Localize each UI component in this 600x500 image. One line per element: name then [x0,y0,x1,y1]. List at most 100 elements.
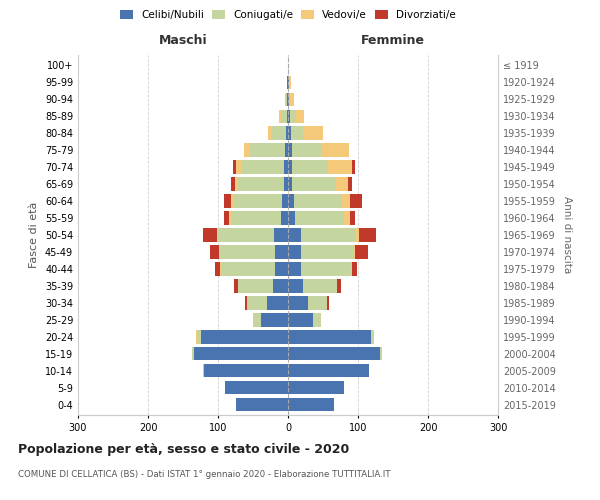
Bar [296,110,304,123]
Bar [354,246,355,258]
Bar [287,110,288,123]
Bar [288,296,308,310]
Bar [279,110,281,123]
Bar [281,110,287,123]
Bar [218,246,220,258]
Bar [288,398,334,411]
Bar [284,144,288,156]
Bar [344,212,350,224]
Bar [262,314,288,326]
Bar [245,296,247,310]
Bar [288,92,289,106]
Bar [275,246,288,258]
Bar [359,228,376,241]
Bar [355,228,359,241]
Text: Femmine: Femmine [361,34,425,46]
Bar [288,160,292,173]
Bar [230,212,281,224]
Bar [290,92,293,106]
Bar [283,194,288,207]
Bar [286,126,288,140]
Bar [288,178,292,190]
Bar [289,76,291,89]
Bar [268,126,272,140]
Bar [193,347,288,360]
Bar [288,330,371,344]
Bar [232,178,235,190]
Bar [274,228,288,241]
Bar [244,144,250,156]
Bar [371,330,374,344]
Bar [341,194,350,207]
Bar [242,160,284,173]
Bar [288,262,301,276]
Bar [368,364,369,378]
Bar [288,364,368,378]
Bar [288,314,313,326]
Bar [272,126,286,140]
Bar [215,262,220,276]
Bar [220,246,275,258]
Y-axis label: Fasce di età: Fasce di età [29,202,39,268]
Bar [204,364,288,378]
Bar [304,280,337,292]
Bar [301,228,355,241]
Bar [233,194,283,207]
Bar [203,228,217,241]
Bar [238,178,284,190]
Bar [352,160,355,173]
Y-axis label: Anni di nascita: Anni di nascita [562,196,572,274]
Bar [288,280,304,292]
Bar [272,280,288,292]
Bar [217,228,218,241]
Bar [355,246,368,258]
Bar [218,228,274,241]
Bar [288,246,301,258]
Bar [229,212,230,224]
Bar [238,280,272,292]
Bar [293,194,341,207]
Bar [287,76,288,89]
Bar [301,262,351,276]
Bar [275,262,288,276]
Bar [337,280,341,292]
Bar [236,160,242,173]
Bar [286,92,287,106]
Bar [203,364,204,378]
Bar [281,212,288,224]
Bar [313,314,321,326]
Legend: Celibi/Nubili, Coniugati/e, Vedovi/e, Divorziati/e: Celibi/Nubili, Coniugati/e, Vedovi/e, Di… [120,10,456,20]
Bar [304,126,323,140]
Bar [197,330,200,344]
Bar [267,296,288,310]
Bar [224,194,232,207]
Bar [308,296,327,310]
Bar [247,296,267,310]
Bar [328,160,352,173]
Bar [321,144,349,156]
Bar [352,262,358,276]
Bar [290,110,296,123]
Bar [232,194,233,207]
Bar [196,330,197,344]
Bar [233,160,236,173]
Bar [291,126,304,140]
Bar [288,194,293,207]
Bar [295,212,344,224]
Bar [288,347,380,360]
Bar [192,347,193,360]
Bar [220,262,221,276]
Text: COMUNE DI CELLATICA (BS) - Dati ISTAT 1° gennaio 2020 - Elaborazione TUTTITALIA.: COMUNE DI CELLATICA (BS) - Dati ISTAT 1°… [18,470,391,479]
Bar [200,330,288,344]
Bar [285,92,286,106]
Bar [288,144,292,156]
Bar [288,381,344,394]
Bar [225,381,288,394]
Bar [288,228,301,241]
Bar [292,144,321,156]
Bar [350,194,362,207]
Bar [335,178,348,190]
Bar [221,262,275,276]
Bar [284,160,288,173]
Bar [224,212,229,224]
